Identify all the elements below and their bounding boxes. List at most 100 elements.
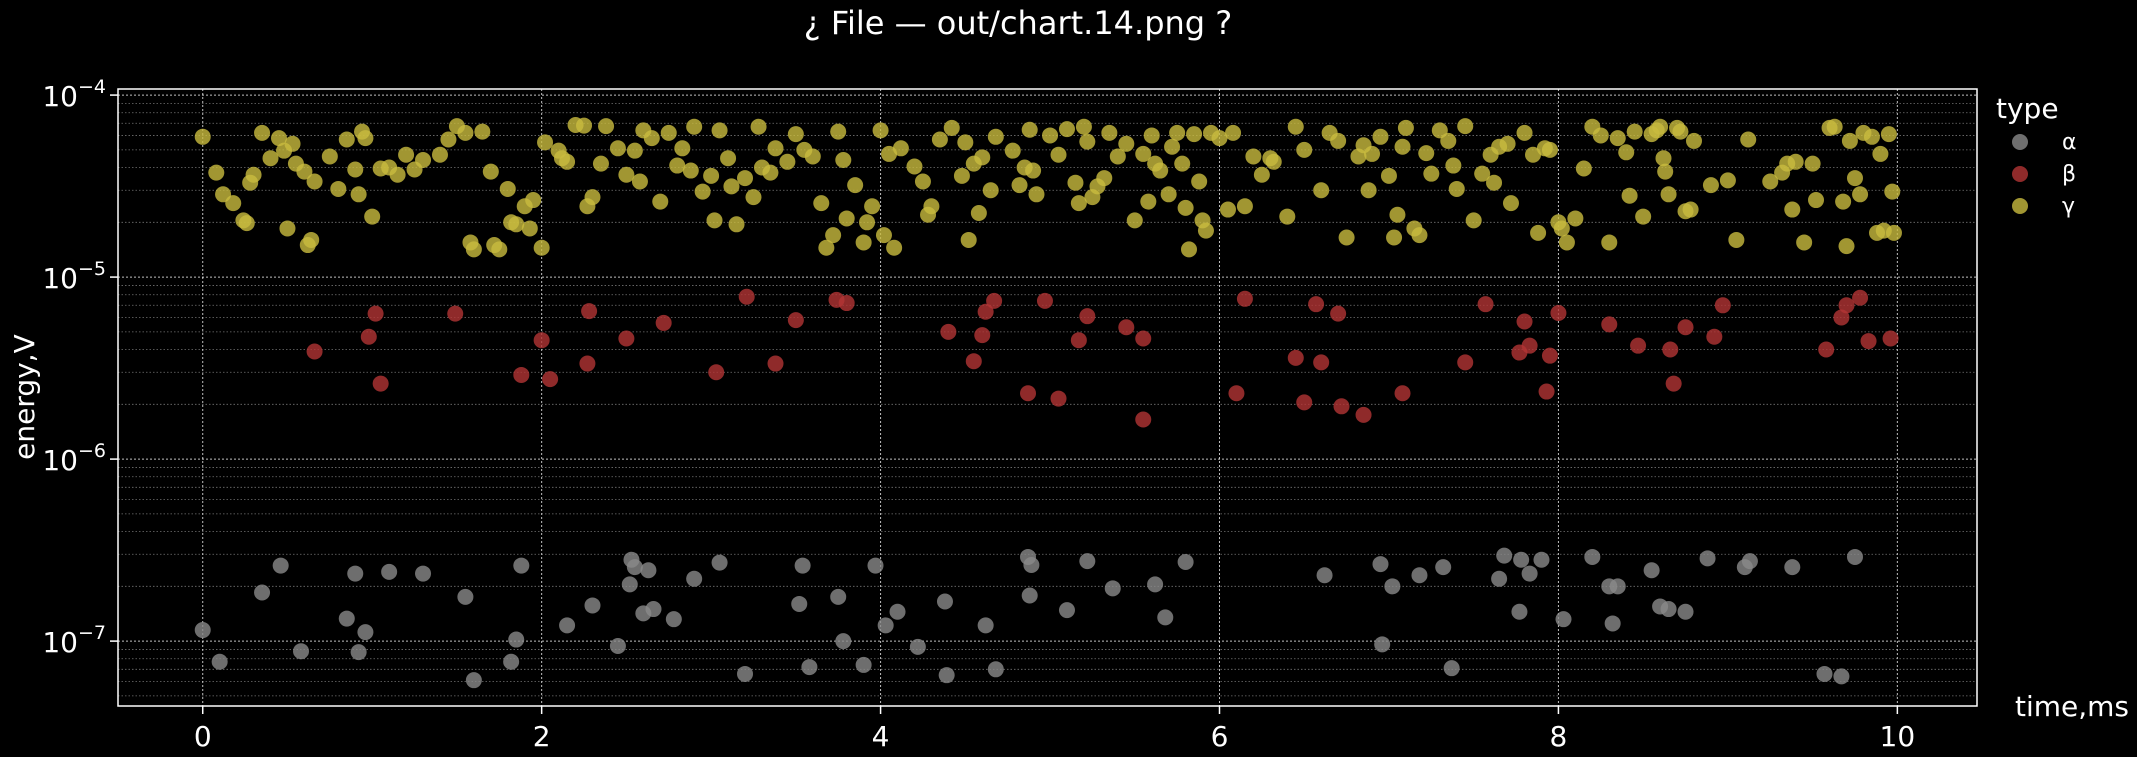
data-point: [618, 330, 635, 347]
data-point: [847, 177, 864, 194]
data-point: [965, 353, 982, 370]
data-point: [706, 212, 723, 229]
data-point: [1440, 132, 1457, 149]
data-point: [1841, 132, 1858, 149]
data-point: [499, 180, 516, 197]
data-point: [1386, 229, 1403, 246]
data-point: [1219, 201, 1236, 218]
data-point: [982, 182, 999, 199]
data-point: [652, 193, 669, 210]
data-point: [1626, 123, 1643, 140]
data-point: [626, 559, 643, 576]
data-point: [1157, 609, 1174, 626]
data-point: [1499, 135, 1516, 152]
y-axis-label: energy,V: [8, 334, 41, 460]
data-point: [1374, 636, 1391, 653]
data-point: [682, 162, 699, 179]
data-point: [584, 597, 601, 614]
data-point: [889, 603, 906, 620]
data-point: [1516, 124, 1533, 141]
data-point: [303, 231, 320, 248]
data-point: [804, 148, 821, 165]
data-point: [711, 122, 728, 139]
data-point: [1630, 337, 1647, 354]
data-point: [1070, 332, 1087, 349]
data-point: [665, 611, 682, 628]
data-point: [1211, 130, 1228, 147]
data-point: [1672, 123, 1689, 140]
data-point: [877, 617, 894, 634]
data-point: [1818, 341, 1835, 358]
legend-items: αβγ: [2012, 130, 2077, 219]
axis-ticks: 10−7 10−6 10−5 10−4 0 2 4 6 8 10: [42, 76, 1915, 753]
data-point: [338, 131, 355, 148]
data-point: [1140, 193, 1157, 210]
data-point: [559, 617, 576, 634]
data-point: [491, 241, 508, 258]
x-tick-label: 10: [1880, 720, 1916, 753]
x-tick-label: 8: [1550, 720, 1568, 753]
data-point: [923, 198, 940, 215]
data-point: [728, 216, 745, 233]
data-point: [943, 119, 960, 136]
data-point: [794, 557, 811, 574]
data-point: [892, 140, 909, 157]
data-point: [254, 124, 271, 141]
data-point: [474, 123, 491, 140]
plot-frame: [117, 88, 1978, 707]
data-point: [1075, 118, 1092, 135]
data-point: [1147, 576, 1164, 593]
data-point: [835, 633, 852, 650]
data-point: [1621, 187, 1638, 204]
data-point: [1330, 132, 1347, 149]
data-point: [1096, 170, 1113, 187]
data-point: [1538, 383, 1555, 400]
data-point: [1330, 305, 1347, 322]
data-point: [1164, 138, 1181, 155]
data-point: [347, 161, 364, 178]
data-point: [631, 173, 648, 190]
data-point: [1021, 121, 1038, 138]
data-point: [609, 140, 626, 157]
data-point: [254, 584, 271, 601]
data-point: [1308, 296, 1325, 313]
data-point: [1846, 170, 1863, 187]
data-point: [508, 216, 525, 233]
data-point: [1287, 118, 1304, 135]
data-point: [1833, 668, 1850, 685]
data-point: [1109, 148, 1126, 165]
data-point: [787, 312, 804, 329]
data-point: [1181, 241, 1198, 258]
data-point: [372, 375, 389, 392]
data-point: [1104, 580, 1121, 597]
data-point: [936, 593, 953, 610]
grid: [118, 89, 1977, 706]
data-point: [875, 227, 892, 244]
data-point: [779, 153, 796, 170]
data-point: [357, 624, 374, 641]
data-point: [584, 189, 601, 206]
data-point: [1079, 308, 1096, 325]
data-point: [1513, 551, 1530, 568]
data-point: [767, 355, 784, 372]
data-point: [465, 672, 482, 689]
data-point: [211, 653, 228, 670]
data-point: [859, 214, 876, 231]
data-point: [1394, 138, 1411, 155]
data-point: [974, 327, 991, 344]
data-point: [838, 210, 855, 227]
data-point: [872, 122, 889, 139]
data-point: [1435, 559, 1452, 576]
data-point: [525, 192, 542, 209]
data-point: [864, 198, 881, 215]
data-point: [1872, 145, 1889, 162]
data-point: [1575, 160, 1592, 177]
data-point: [1885, 224, 1902, 241]
data-point: [1384, 578, 1401, 595]
data-point: [1740, 131, 1757, 148]
data-point: [457, 588, 474, 605]
data-point: [855, 656, 872, 673]
data-point: [762, 164, 779, 181]
data-point: [621, 576, 638, 593]
